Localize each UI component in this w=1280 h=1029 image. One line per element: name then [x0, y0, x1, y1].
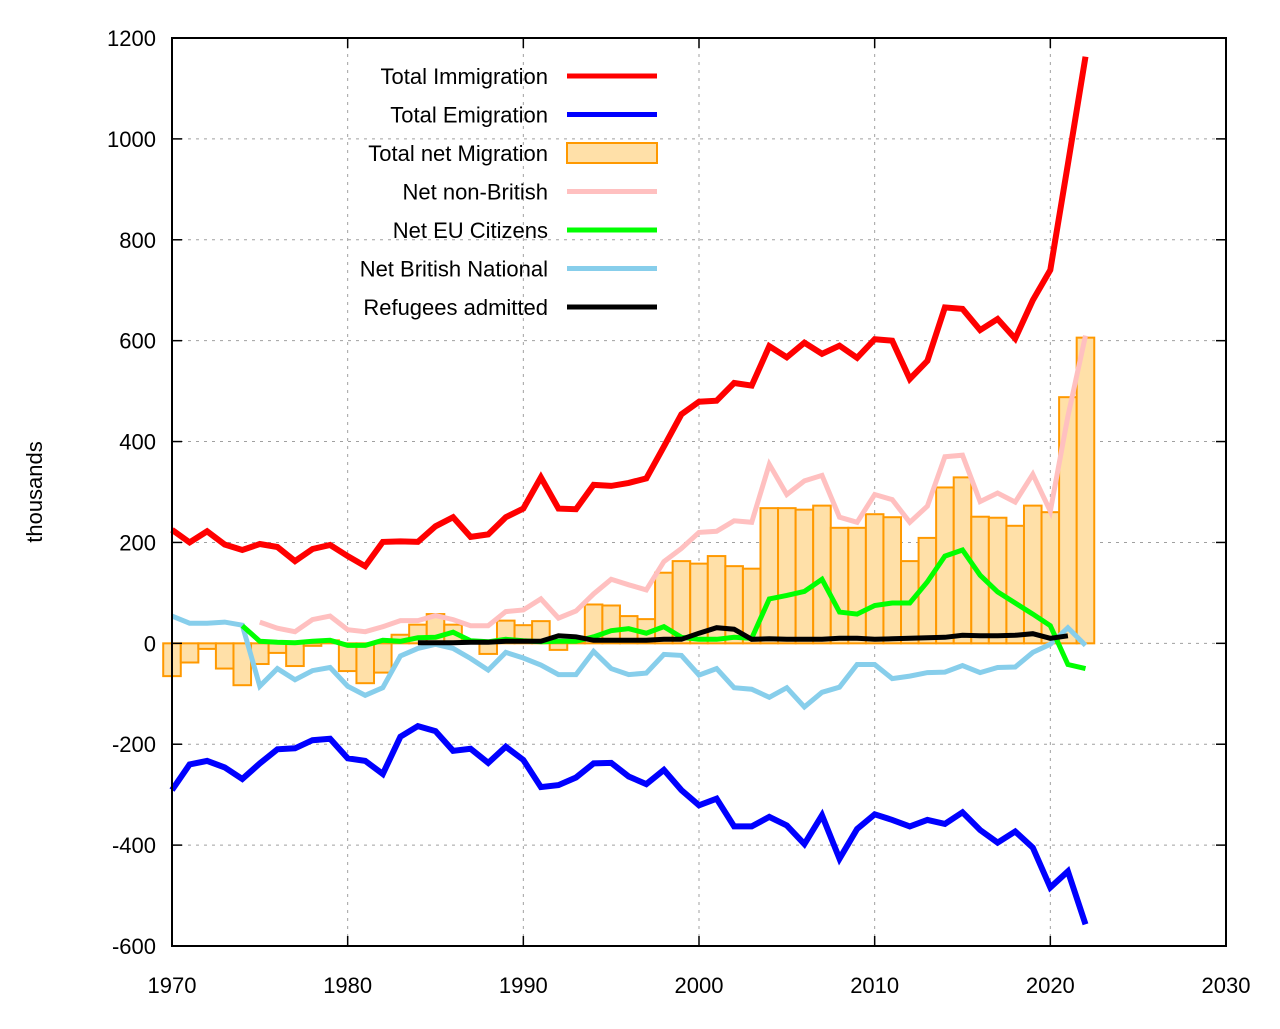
net-migration-bar [478, 642, 498, 655]
y-tick-label: 200 [119, 530, 156, 555]
legend-swatch [566, 142, 658, 164]
net-non-british-line [258, 335, 1088, 635]
net-migration-bar [1005, 524, 1025, 645]
legend-item: Net British National [360, 257, 657, 282]
net-migration-bar [214, 642, 235, 670]
legend-item: Total Emigration [390, 103, 657, 128]
x-tick-label: 2000 [675, 973, 724, 998]
net-migration-bar [987, 516, 1008, 645]
axes: 1970 1980 1990 2000 2010 2020 2030-600-400-200… [107, 26, 1250, 998]
legend-item: Total net Migration [368, 141, 658, 166]
x-tick-label: 1980 [323, 973, 372, 998]
y-tick-label: -600 [112, 934, 156, 959]
legend-item: Net EU Citizens [393, 218, 657, 243]
y-tick-label: 0 [144, 631, 156, 656]
x-tick-label: 1990 [499, 973, 548, 998]
y-tick-label: -200 [112, 732, 156, 757]
legend-label: Net British National [360, 257, 548, 282]
net-eu-citizens-line [240, 547, 1087, 672]
net-migration-bar [847, 526, 867, 645]
legend-label: Total net Migration [368, 141, 548, 166]
y-tick-label: 1000 [107, 127, 156, 152]
net-migration-bar [759, 507, 780, 645]
net-migration-bar [601, 604, 621, 645]
legend-item: Net non-British [402, 180, 657, 205]
legend-label: Net EU Citizens [393, 218, 548, 243]
total-emigration-line [169, 722, 1089, 926]
legend-label: Net non-British [402, 180, 548, 205]
net-migration-bar [812, 504, 832, 645]
legend-item: Refugees admitted [363, 295, 657, 320]
x-tick-label: 2010 [850, 973, 899, 998]
net-migration-bars [162, 336, 1096, 687]
net-migration-bar [864, 513, 885, 645]
net-migration-bar [373, 642, 393, 674]
net-migration-bar [1022, 504, 1043, 645]
net-migration-bar [794, 508, 815, 645]
legend-label: Total Emigration [390, 103, 548, 128]
net-migration-bar [777, 507, 797, 645]
net-migration-bar [741, 567, 762, 645]
net-migration-bar [179, 642, 200, 664]
x-tick-label: 2020 [1026, 973, 1075, 998]
refugees-admitted-line [417, 625, 1069, 646]
net-migration-bar [197, 642, 217, 650]
y-tick-label: -400 [112, 833, 156, 858]
legend-label: Refugees admitted [363, 295, 548, 320]
legend: Total Immigration Total Emigration Total n… [360, 64, 658, 320]
y-tick-label: 1200 [107, 26, 156, 51]
net-migration-bar [829, 526, 850, 645]
net-migration-bar [1058, 396, 1078, 645]
legend-label: Total Immigration [380, 64, 548, 89]
y-tick-label: 800 [119, 228, 156, 253]
y-axis-label: thousands [22, 441, 47, 543]
x-tick-label: 2030 [1202, 973, 1251, 998]
net-migration-bar [1075, 336, 1096, 645]
net-british-national-line [171, 613, 1088, 711]
net-migration-bar [355, 642, 376, 685]
total-immigration-line [170, 56, 1089, 571]
x-tick-label: 1970 [148, 973, 197, 998]
y-tick-label: 600 [119, 329, 156, 354]
net-migration-bar [285, 642, 305, 668]
y-tick-label: 400 [119, 430, 156, 455]
net-migration-bar [548, 642, 569, 651]
series-lines [169, 56, 1089, 926]
net-migration-bar [882, 516, 903, 645]
legend-item: Total Immigration [380, 64, 657, 89]
